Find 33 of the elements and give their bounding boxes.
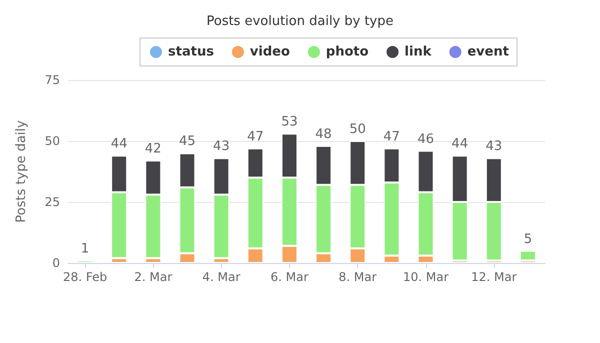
bar <box>520 250 536 261</box>
total-label: 48 <box>315 126 332 142</box>
legend-label: link <box>404 44 432 60</box>
legend-label: status <box>168 44 214 60</box>
total-label: 43 <box>486 139 502 154</box>
y-tick-label: 50 <box>44 134 60 148</box>
x-tick-label: 6. Mar <box>270 270 308 284</box>
total-label: 45 <box>178 134 196 150</box>
x-tick-label: 28. Feb <box>62 270 108 284</box>
y-tick-label: 75 <box>44 73 60 87</box>
total-label: 42 <box>144 142 162 157</box>
total-label: 5 <box>524 232 532 247</box>
x-tick-label: 12. Mar <box>471 270 517 284</box>
y-tick-label: 0 <box>52 256 60 270</box>
x-tick-label: 4. Mar <box>202 270 240 284</box>
chart-title: Posts evolution daily by type <box>206 14 394 29</box>
legend-label: event <box>467 44 509 60</box>
legend-label: video <box>250 44 290 60</box>
x-tick-label: 10. Mar <box>402 270 449 284</box>
total-label: 44 <box>452 136 468 152</box>
total-label: 53 <box>281 114 298 130</box>
total-label: 46 <box>417 132 434 147</box>
total-label: 43 <box>213 139 230 154</box>
y-axis-title: Posts type daily <box>14 120 29 223</box>
legend-label: photo <box>326 44 369 60</box>
x-tick-label: 8. Mar <box>338 270 377 284</box>
y-tick-label: 25 <box>44 195 60 209</box>
total-label: 47 <box>247 129 264 144</box>
total-label: 1 <box>80 242 90 257</box>
total-label: 47 <box>383 129 400 144</box>
total-label: 50 <box>349 122 366 137</box>
x-tick-label: 2. Mar <box>134 270 172 284</box>
total-label: 44 <box>110 136 128 152</box>
